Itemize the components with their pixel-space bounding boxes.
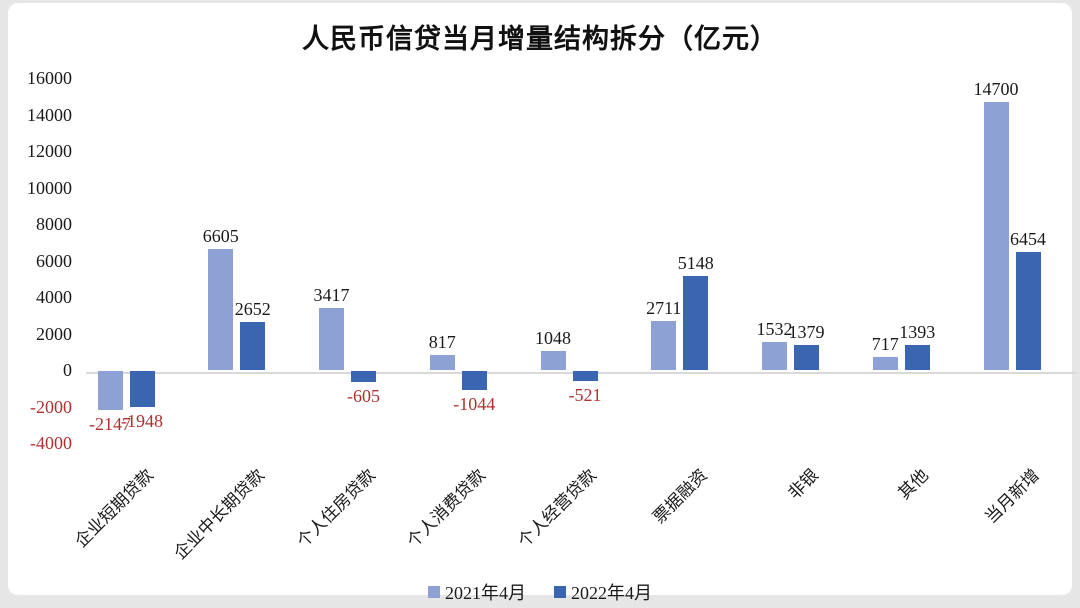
bar-value-label: -1948 (121, 410, 163, 431)
bar (572, 371, 598, 381)
y-axis-tick-label: 14000 (27, 104, 72, 125)
y-axis-tick-label: 16000 (27, 68, 72, 88)
legend-swatch-2022 (554, 586, 566, 598)
y-axis-tick-label: 2000 (36, 323, 72, 344)
legend-swatch-2021 (428, 586, 440, 598)
bar (240, 321, 266, 370)
bar (872, 356, 898, 370)
bar-value-label: 717 (871, 333, 899, 354)
legend-label-2021: 2021年4月 (445, 583, 526, 603)
bar (351, 371, 376, 383)
bar (904, 344, 930, 370)
category-label: 当月新增 (981, 465, 1043, 528)
bar (461, 371, 487, 391)
bar (429, 355, 455, 370)
bar-value-label: 6605 (202, 226, 239, 247)
bar (319, 307, 344, 370)
bar (651, 320, 677, 370)
category-label: 企业中长期贷款 (170, 465, 268, 564)
bar-value-label: -2147 (89, 414, 131, 435)
bar-value-label: 2711 (646, 297, 682, 318)
bar (129, 371, 155, 407)
bar-value-label: 5148 (677, 253, 714, 274)
chart-title: 人民币信贷当月增量结构拆分（亿元） (302, 24, 778, 54)
y-axis-tick-label: 4000 (36, 287, 72, 307)
category-label: 票据融资 (649, 465, 711, 528)
category-label: 非银 (783, 465, 822, 504)
bar (1015, 252, 1041, 370)
y-axis-tick-label: 12000 (27, 141, 72, 161)
bar (208, 249, 234, 370)
category-label: 个人经营贷款 (514, 465, 600, 552)
bar-value-label: 14700 (973, 78, 1019, 99)
y-axis-tick-label: 8000 (36, 214, 72, 234)
bar-value-label: 817 (428, 332, 456, 353)
bar-value-label: 1048 (535, 327, 571, 348)
legend-item-2021: 2021年4月 (428, 579, 526, 605)
bar-value-label: -1044 (453, 394, 496, 415)
bar-value-label: 2652 (234, 298, 271, 319)
legend: 2021年4月 2022年4月 (8, 579, 1072, 605)
bar (762, 342, 787, 370)
bar-value-label: 3417 (313, 284, 350, 305)
y-axis-tick-label: 6000 (36, 250, 72, 271)
legend-item-2022: 2022年4月 (554, 579, 652, 605)
y-axis-tick-label: -2000 (30, 396, 72, 417)
bar (97, 371, 123, 411)
bar-value-label: 1393 (899, 321, 936, 342)
bar (683, 276, 709, 370)
bar (983, 101, 1009, 370)
bar (540, 350, 566, 370)
chart-card: 人民币信贷当月增量结构拆分（亿元） 2021年4月 2022年4月 16000 1… (8, 3, 1076, 603)
category-label: 其他 (894, 465, 933, 504)
bar-value-label: 6454 (1010, 229, 1046, 250)
bar (794, 344, 819, 370)
bar-value-label: 1379 (788, 321, 825, 342)
bar-value-label: 1532 (756, 319, 793, 340)
legend-label-2022: 2022年4月 (571, 583, 652, 603)
y-axis-tick-label: -4000 (30, 433, 72, 453)
category-label: 个人消费贷款 (403, 465, 490, 552)
y-axis-tick-label: 10000 (27, 177, 72, 198)
bar-value-label: -521 (568, 384, 602, 405)
y-axis-tick-label: 0 (63, 360, 72, 380)
category-label: 个人住房贷款 (292, 465, 379, 552)
bar-value-label: -605 (347, 386, 380, 407)
category-label: 企业短期贷款 (71, 465, 157, 552)
